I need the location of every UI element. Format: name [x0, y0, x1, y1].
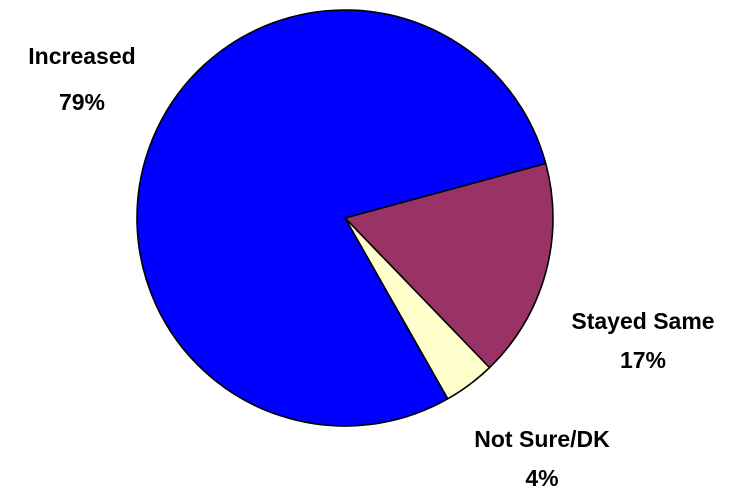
- slice-value-stayed-same: 17%: [620, 347, 666, 373]
- slice-label-not-sure: Not Sure/DK: [474, 426, 610, 452]
- slice-label-stayed-same: Stayed Same: [571, 308, 714, 334]
- slice-label-increased: Increased: [28, 43, 135, 69]
- pie-slice-increased: [136, 9, 547, 427]
- pie-slices: [136, 9, 554, 427]
- slice-value-increased: 79%: [59, 89, 105, 115]
- pie-slice-stayed-same: [344, 162, 554, 369]
- slice-value-not-sure: 4%: [525, 465, 558, 491]
